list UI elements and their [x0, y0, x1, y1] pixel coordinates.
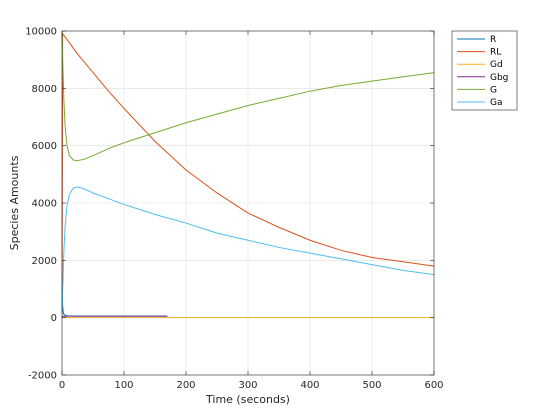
x-tick-label: 600	[424, 380, 443, 391]
y-tick-label: 10000	[25, 27, 57, 38]
x-tick-label: 400	[300, 380, 319, 391]
series-line-gbg	[61, 315, 168, 318]
x-tick-label: 500	[362, 380, 381, 391]
series-line-g	[61, 30, 435, 162]
axis-ticks: 0 100 200 300 400 500 600-20000200040006000800…	[25, 27, 443, 392]
x-tick-label: 300	[238, 380, 257, 391]
legend-label-gd: Gd	[490, 60, 503, 70]
y-tick-label: 6000	[32, 141, 57, 152]
y-tick-label: -2000	[28, 371, 57, 382]
legend-label-g: G	[490, 85, 497, 95]
y-axis-label: Species Amounts	[8, 155, 21, 250]
legend-label-r: R	[490, 35, 496, 45]
y-tick-label: 4000	[32, 199, 57, 210]
x-tick-label: 200	[176, 380, 195, 391]
y-tick-label: 8000	[32, 84, 57, 95]
y-tick-label: 2000	[32, 256, 57, 267]
legend-label-ga: Ga	[490, 98, 503, 108]
legend: R RL Gd Gbg G Ga	[451, 30, 518, 111]
legend-label-rl: RL	[490, 48, 501, 58]
x-axis-label: Time (seconds)	[205, 393, 290, 406]
y-tick-label: 0	[51, 313, 57, 324]
legend-box	[451, 30, 518, 111]
legend-label-gbg: Gbg	[490, 73, 508, 83]
series-line-rl	[61, 33, 435, 318]
x-tick-label: 100	[114, 380, 133, 391]
series-line-ga	[61, 186, 435, 318]
x-tick-label: 0	[59, 380, 65, 391]
